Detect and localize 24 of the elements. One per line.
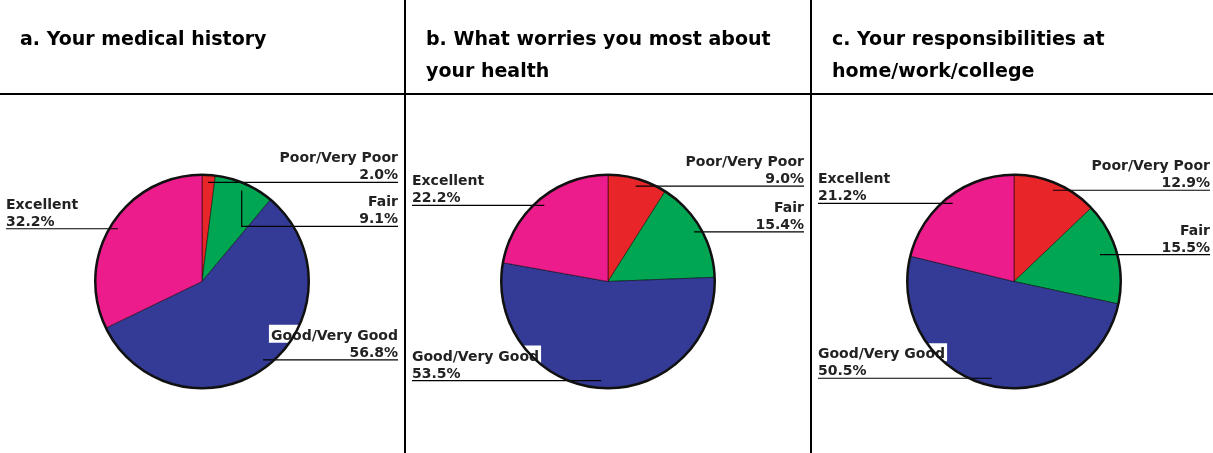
data-label: 56.8% — [349, 343, 398, 360]
chart-title: a. Your medical history — [0, 0, 404, 95]
slice-label: Fair — [774, 198, 805, 215]
slice-label: Fair — [1180, 221, 1211, 238]
slice-label: Poor/Very Poor — [1091, 157, 1211, 174]
data-label: 12.9% — [1161, 174, 1210, 191]
data-label: 15.4% — [755, 215, 804, 232]
chart-title: c. Your responsibilities at home/work/college — [812, 0, 1213, 95]
data-label: 22.2% — [412, 189, 461, 206]
slice-label: Poor/Very Poor — [279, 149, 399, 166]
slice-label: Excellent — [6, 195, 79, 212]
slice-label: Excellent — [818, 170, 891, 187]
data-label: 21.2% — [818, 187, 867, 204]
slice-label: Poor/Very Poor — [685, 153, 805, 170]
data-label: 9.1% — [359, 210, 398, 227]
data-label: 9.0% — [765, 170, 804, 187]
data-label: 50.5% — [818, 362, 867, 379]
data-label: 53.5% — [412, 364, 461, 381]
data-label: 32.2% — [6, 212, 55, 229]
data-label: 2.0% — [359, 166, 398, 183]
slice-label: Fair — [368, 193, 399, 210]
slice-label: Excellent — [412, 172, 485, 189]
chart-title: b. What worries you most about your health — [406, 0, 810, 95]
data-label: 15.5% — [1161, 238, 1210, 255]
